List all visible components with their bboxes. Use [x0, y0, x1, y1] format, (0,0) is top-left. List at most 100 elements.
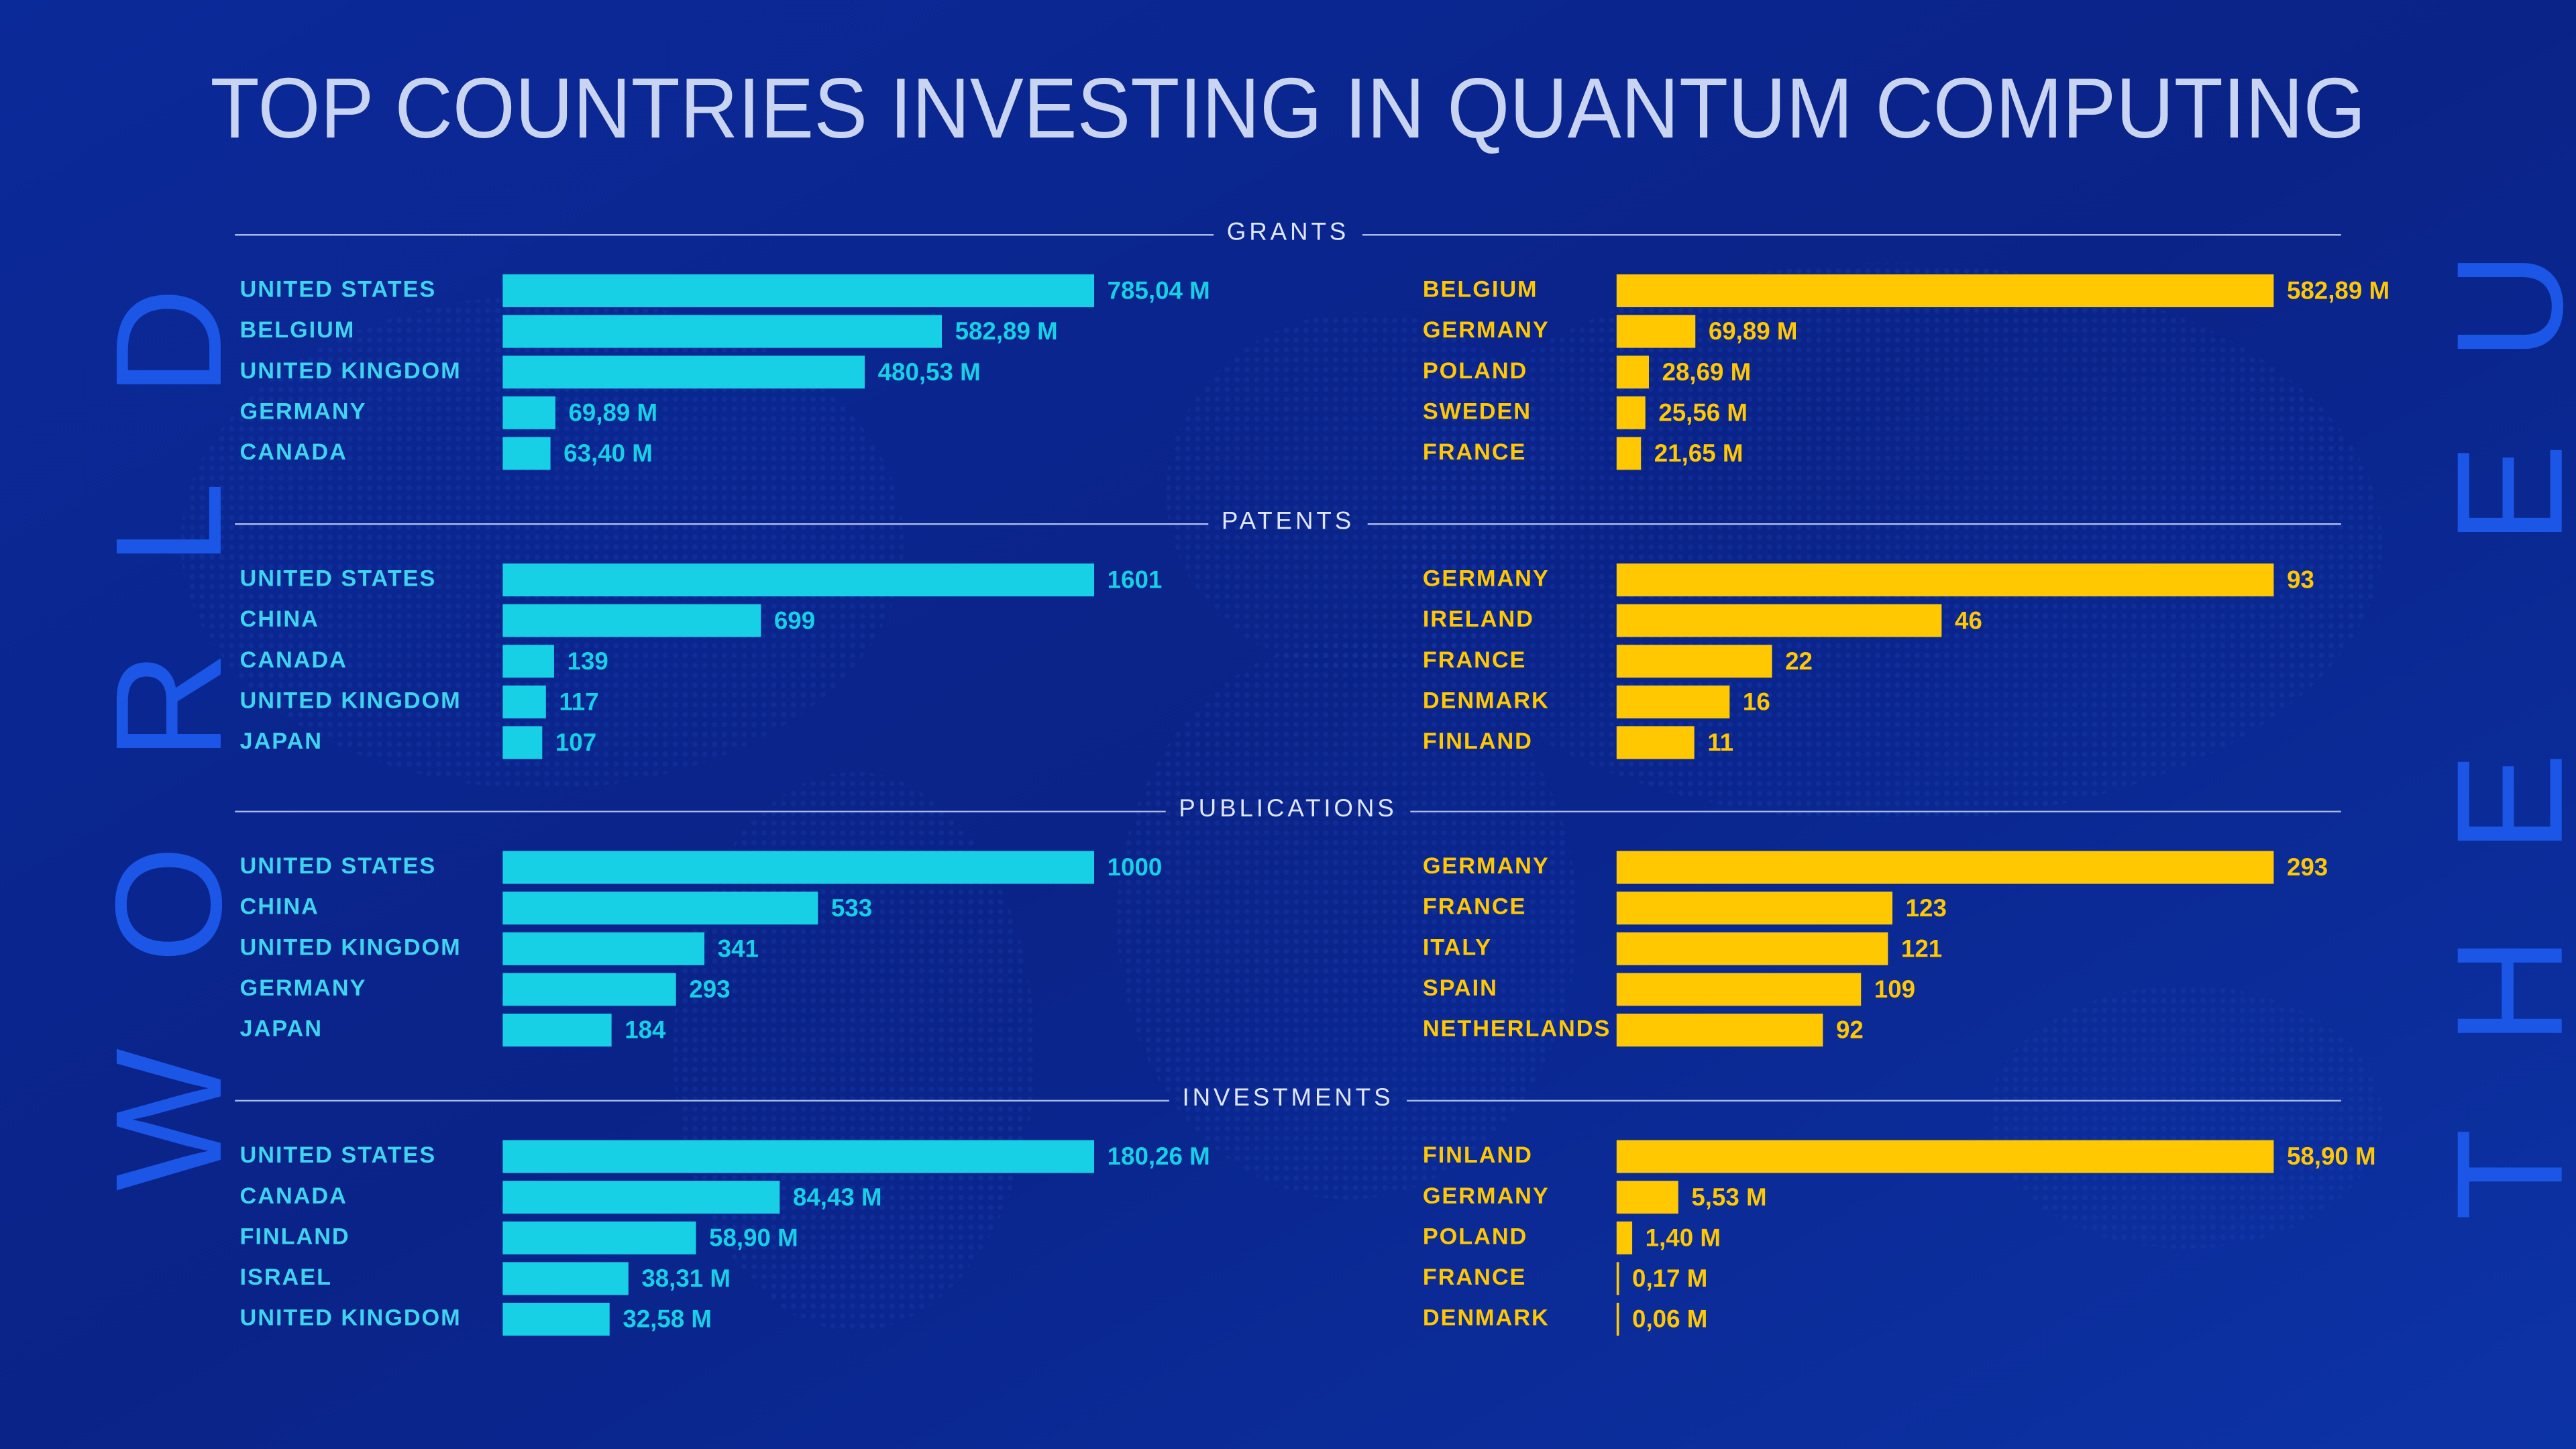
bar [1616, 1262, 1619, 1295]
category-label: POLAND [1423, 358, 1527, 384]
bar [1616, 396, 1646, 429]
value-label: 582,89 M [2287, 277, 2390, 305]
value-label: 22 [1785, 647, 1813, 675]
category-label: GERMANY [1423, 317, 1550, 343]
bar [1616, 1014, 1823, 1046]
category-label: UNITED STATES [240, 277, 437, 303]
value-label: 480,53 M [878, 358, 981, 386]
bar [502, 437, 551, 470]
category-label: BELGIUM [240, 317, 356, 343]
category-label: UNITED STATES [240, 1142, 437, 1168]
category-label: ITALY [1423, 934, 1492, 960]
bar [502, 1140, 1095, 1173]
category-label: GERMANY [1423, 566, 1550, 592]
bar [502, 396, 555, 429]
bar [502, 892, 818, 925]
bar [1616, 1140, 2274, 1173]
category-label: UNITED STATES [240, 853, 437, 879]
bar [502, 1181, 780, 1214]
category-label: JAPAN [240, 729, 323, 754]
value-label: 184 [625, 1016, 666, 1044]
bar [502, 274, 1095, 307]
category-label: UNITED KINGDOM [240, 1305, 462, 1331]
bar [502, 604, 761, 637]
category-label: FINLAND [1423, 1142, 1533, 1168]
value-label: 107 [555, 729, 596, 756]
bar [1616, 1221, 1633, 1254]
category-label: UNITED STATES [240, 566, 437, 592]
bar [502, 851, 1095, 884]
bar [1616, 973, 1862, 1006]
value-label: 58,90 M [709, 1224, 798, 1251]
bar [502, 973, 676, 1006]
category-label: UNITED KINGDOM [240, 934, 462, 960]
value-label: 121 [1901, 934, 1942, 962]
category-label: ISRAEL [240, 1265, 332, 1290]
category-label: DENMARK [1423, 1305, 1550, 1331]
category-label: SWEDEN [1423, 398, 1532, 424]
value-label: 32,58 M [623, 1305, 712, 1333]
value-label: 11 [1707, 729, 1733, 756]
category-label: GERMANY [1423, 1183, 1550, 1209]
category-label: IRELAND [1423, 606, 1534, 632]
value-label: 123 [1906, 894, 1947, 922]
bar [1616, 604, 1942, 637]
value-label: 533 [831, 894, 872, 922]
value-label: 293 [689, 975, 730, 1003]
bar [502, 932, 705, 965]
bar [1616, 932, 1888, 965]
category-label: NETHERLANDS [1423, 1016, 1611, 1042]
bar [1616, 892, 1893, 925]
bar [502, 726, 543, 759]
category-label: UNITED KINGDOM [240, 688, 462, 713]
bar [1616, 315, 1696, 348]
value-label: 38,31 M [641, 1265, 731, 1292]
category-label: BELGIUM [1423, 277, 1538, 303]
value-label: 117 [559, 688, 598, 715]
value-label: 699 [774, 606, 815, 634]
bar [502, 1221, 696, 1254]
category-label: FRANCE [1423, 439, 1527, 465]
category-label: UNITED KINGDOM [240, 358, 462, 384]
chart-title: TOP COUNTRIES INVESTING IN QUANTUM COMPU… [210, 60, 2365, 156]
section-title: INVESTMENTS [1182, 1083, 1393, 1111]
value-label: 0,17 M [1632, 1265, 1707, 1292]
bar [502, 356, 865, 389]
bar [1616, 274, 2274, 307]
value-label: 5,53 M [1691, 1183, 1766, 1211]
value-label: 46 [1955, 606, 1982, 634]
bar [502, 1014, 612, 1046]
bar [1616, 1181, 1678, 1214]
bar [1616, 645, 1772, 678]
category-label: CANADA [240, 647, 347, 673]
value-label: 1601 [1108, 566, 1163, 594]
category-label: CHINA [240, 606, 319, 632]
value-label: 21,65 M [1654, 439, 1743, 467]
category-label: POLAND [1423, 1224, 1527, 1249]
value-label: 84,43 M [793, 1183, 882, 1211]
category-label: FINLAND [240, 1224, 350, 1249]
value-label: 139 [568, 647, 608, 675]
bar [1616, 851, 2274, 884]
value-label: 58,90 M [2287, 1142, 2376, 1170]
category-label: GERMANY [240, 398, 367, 424]
bar [502, 685, 546, 718]
bar [1616, 564, 2274, 596]
bar [1616, 437, 1642, 470]
value-label: 69,89 M [568, 398, 657, 426]
value-label: 582,89 M [955, 317, 1058, 345]
category-label: GERMANY [240, 975, 367, 1001]
category-label: FRANCE [1423, 647, 1527, 673]
value-label: 1,40 M [1646, 1224, 1721, 1251]
value-label: 785,04 M [1108, 277, 1210, 305]
category-label: CANADA [240, 1183, 347, 1209]
category-label: FINLAND [1423, 729, 1533, 754]
value-label: 16 [1743, 688, 1770, 715]
category-label: CHINA [240, 894, 319, 920]
value-label: 0,06 M [1632, 1305, 1707, 1333]
value-label: 341 [718, 934, 759, 962]
bar [1616, 726, 1695, 759]
bar [502, 1303, 610, 1336]
